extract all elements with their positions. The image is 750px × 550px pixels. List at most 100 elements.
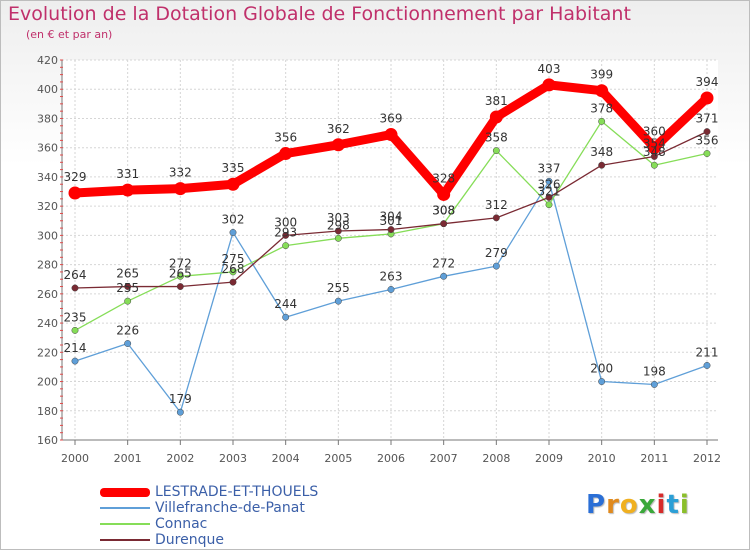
data-label: 378 xyxy=(590,101,613,115)
data-label: 331 xyxy=(116,167,139,181)
data-point xyxy=(700,91,714,105)
y-tick-label: 280 xyxy=(37,259,58,272)
data-point xyxy=(71,357,79,365)
data-label: 356 xyxy=(696,134,719,148)
legend-swatch xyxy=(100,523,150,525)
data-point xyxy=(703,128,711,136)
grid xyxy=(62,59,718,441)
data-label: 226 xyxy=(116,324,139,338)
data-point xyxy=(229,268,237,276)
data-label: 179 xyxy=(169,392,192,406)
axes: 160 180 200 220 240 260 280 300 320 340 360 380 400 4… xyxy=(37,54,721,465)
data-label: 265 xyxy=(169,267,192,281)
y-tick-label: 380 xyxy=(37,112,58,125)
data-label: 356 xyxy=(274,131,297,145)
legend-item: LESTRADE-ET-THOUELS xyxy=(100,485,318,501)
data-point xyxy=(124,283,132,290)
data-label: 403 xyxy=(538,62,561,76)
x-tick-label: 2001 xyxy=(114,452,142,465)
data-label: 394 xyxy=(696,75,719,89)
data-point xyxy=(647,141,661,155)
data-label: 348 xyxy=(643,145,666,159)
data-point xyxy=(176,272,184,280)
y-tick-label: 400 xyxy=(37,83,58,96)
data-point xyxy=(68,186,82,200)
data-point xyxy=(440,272,448,280)
y-tick-label: 360 xyxy=(37,142,58,155)
data-label: 279 xyxy=(485,246,508,260)
data-point xyxy=(387,226,395,233)
data-point xyxy=(71,326,79,334)
logo-letter: i xyxy=(679,490,690,520)
data-point xyxy=(595,84,609,98)
data-label: 308 xyxy=(432,204,455,218)
data-point xyxy=(124,340,132,347)
data-point xyxy=(650,381,658,388)
data-label: 264 xyxy=(64,268,87,282)
legend-item: Durenque xyxy=(100,533,318,549)
chart-subtitle: (en € et par an) xyxy=(26,28,113,41)
data-label: 275 xyxy=(222,252,245,266)
logo-letter: r xyxy=(606,490,620,520)
logo-letter: t xyxy=(666,490,680,520)
data-label: 321 xyxy=(538,185,561,199)
data-point xyxy=(545,177,553,185)
legend-item: Connac xyxy=(100,517,318,533)
data-point xyxy=(331,138,345,152)
data-label: 244 xyxy=(274,297,297,311)
data-point xyxy=(226,177,240,191)
legend: LESTRADE-ET-THOUELS Villefranche-de-Pana… xyxy=(100,485,318,549)
data-point xyxy=(279,147,293,161)
y-tick-label: 200 xyxy=(37,376,58,389)
data-point xyxy=(334,227,342,235)
data-label: 337 xyxy=(538,161,561,175)
data-point xyxy=(334,234,342,242)
x-tick-label: 2004 xyxy=(272,452,300,465)
data-point xyxy=(650,161,658,169)
data-point xyxy=(542,78,556,92)
data-label: 235 xyxy=(64,310,87,324)
legend-swatch xyxy=(100,488,150,497)
data-label: 214 xyxy=(64,341,87,355)
data-label: 358 xyxy=(485,131,508,145)
x-tick-label: 2007 xyxy=(430,452,458,465)
y-tick-label: 180 xyxy=(37,405,58,418)
y-tick-label: 160 xyxy=(37,434,58,447)
data-point xyxy=(545,201,553,209)
data-label: 326 xyxy=(538,177,561,191)
data-point xyxy=(703,362,711,369)
data-point xyxy=(176,408,184,416)
data-point xyxy=(492,262,500,270)
data-labels: 329 331 332 335 356 362 369 328 381 403 399 360 394 2… xyxy=(64,62,719,406)
data-label: 268 xyxy=(222,262,245,276)
legend-label: Durenque xyxy=(155,532,224,548)
y-tick-label: 320 xyxy=(37,200,58,213)
data-point xyxy=(489,110,503,124)
x-tick-label: 2008 xyxy=(482,452,510,465)
data-label: 354 xyxy=(643,136,666,150)
data-label: 381 xyxy=(485,94,508,108)
data-label: 302 xyxy=(222,212,245,226)
data-point xyxy=(282,231,290,239)
data-label: 263 xyxy=(380,269,403,283)
data-point xyxy=(176,283,184,290)
logo-letter: P xyxy=(586,490,607,520)
data-label: 399 xyxy=(590,68,613,82)
logo-letter: i xyxy=(656,490,667,520)
data-label: 371 xyxy=(696,112,719,126)
y-tick-label: 340 xyxy=(37,171,58,184)
data-point xyxy=(437,187,451,201)
y-tick-label: 300 xyxy=(37,229,58,242)
data-label: 198 xyxy=(643,364,666,378)
data-label: 329 xyxy=(64,170,87,184)
data-label: 300 xyxy=(274,215,297,229)
x-tick-label: 2006 xyxy=(377,452,405,465)
x-tick-label: 2000 xyxy=(61,452,89,465)
legend-swatch xyxy=(100,507,150,509)
data-label: 348 xyxy=(590,145,613,159)
data-point xyxy=(229,229,237,236)
data-label: 360 xyxy=(643,125,666,139)
legend-label: LESTRADE-ET-THOUELS xyxy=(155,484,319,500)
data-label: 272 xyxy=(432,256,455,270)
data-point xyxy=(282,313,290,321)
